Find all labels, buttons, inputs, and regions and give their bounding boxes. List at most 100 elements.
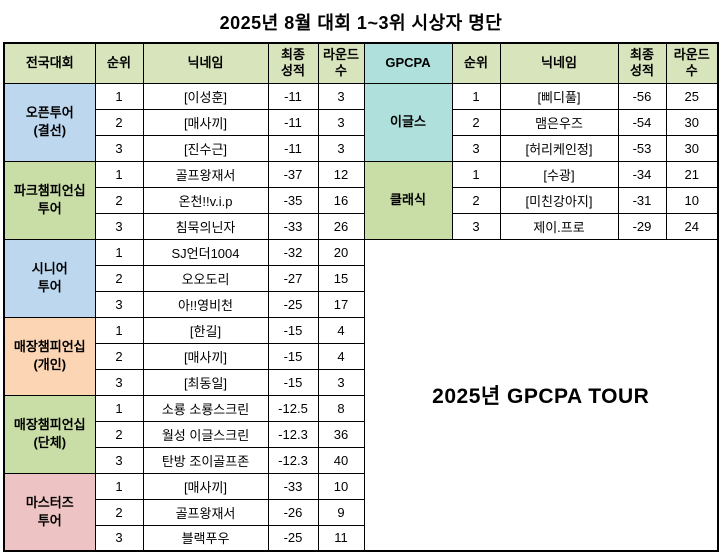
table-row: 3 아!!영비천 -25 17 xyxy=(4,290,718,318)
nickname-cell: [수광] xyxy=(499,160,619,188)
rank-cell: 3 xyxy=(94,524,144,552)
nickname-cell: 온천!!v.i.p xyxy=(142,186,269,214)
gpcpa-tour-banner: 2025년 GPCPA TOUR xyxy=(363,238,719,552)
rounds-cell: 4 xyxy=(317,342,365,370)
rounds-cell: 4 xyxy=(317,316,365,344)
rank-cell: 3 xyxy=(94,290,144,318)
final-score-cell: -33 xyxy=(267,212,319,240)
rounds-cell: 11 xyxy=(317,524,365,552)
rank-cell: 2 xyxy=(451,186,501,214)
rank-cell: 2 xyxy=(94,108,144,136)
final-score-cell: -53 xyxy=(617,134,667,162)
rank-cell: 3 xyxy=(94,446,144,474)
final-score-cell: -11 xyxy=(267,134,319,162)
nickname-cell: 소룡 소룡스크린 xyxy=(142,394,269,422)
header-row: 전국대회 순위 닉네임 최종 성적 라운드 수 GPCPA 순위 닉네임 최종 … xyxy=(3,42,719,84)
group-label: 마스터즈 투어 xyxy=(3,472,96,552)
rounds-cell: 36 xyxy=(317,420,365,448)
rounds-cell: 21 xyxy=(665,160,719,188)
rank-cell: 3 xyxy=(451,134,501,162)
rounds-cell: 12 xyxy=(317,160,365,188)
table-row: 3 탄방 조이골프존 -12.3 40 xyxy=(4,446,718,474)
group-label: 이글스 xyxy=(363,82,453,162)
nickname-cell: 탄방 조이골프존 xyxy=(142,446,269,474)
table-row: 파크챔피언십 투어 1 골프왕재서 -37 12 클래식 1 [수광] -34 21 xyxy=(3,160,719,240)
header-national-tournament: 전국대회 xyxy=(3,42,96,84)
header-rounds-right: 라운드 수 xyxy=(665,42,719,84)
nickname-cell: 골프왕재서 xyxy=(142,160,269,188)
rounds-cell: 20 xyxy=(317,238,365,266)
table-row: 오픈투어 (결선) 1 [이성훈] -11 3 이글스 1 [삐디풀] -56 25 xyxy=(3,82,719,162)
rounds-cell: 24 xyxy=(665,212,719,240)
table-row: 2 골프왕재서 -26 9 xyxy=(4,498,718,526)
final-score-cell: -56 xyxy=(617,82,667,110)
rounds-cell: 3 xyxy=(317,108,365,136)
rank-cell: 2 xyxy=(94,498,144,526)
nickname-cell: [미친강아지] xyxy=(499,186,619,214)
header-rank-left: 순위 xyxy=(94,42,144,84)
rounds-cell: 10 xyxy=(665,186,719,214)
rounds-cell: 10 xyxy=(317,472,365,500)
nickname-cell: [매사끼] xyxy=(142,342,269,370)
rank-cell: 1 xyxy=(94,316,144,344)
nickname-cell: [매사끼] xyxy=(142,108,269,136)
rounds-cell: 3 xyxy=(317,82,365,110)
final-score-cell: -26 xyxy=(267,498,319,526)
final-score-cell: -31 xyxy=(617,186,667,214)
rounds-cell: 3 xyxy=(317,134,365,162)
final-score-cell: -15 xyxy=(267,316,319,344)
table-row: 마스터즈 투어 1 [매사끼] -33 10 xyxy=(3,472,718,552)
group-label: 파크챔피언십 투어 xyxy=(3,160,96,240)
rank-cell: 1 xyxy=(94,238,144,266)
final-score-cell: -15 xyxy=(267,342,319,370)
nickname-cell: 블랙푸우 xyxy=(142,524,269,552)
rounds-cell: 26 xyxy=(317,212,365,240)
nickname-cell: [허리케인정] xyxy=(499,134,619,162)
final-score-cell: -11 xyxy=(267,108,319,136)
nickname-cell: [이성훈] xyxy=(142,82,269,110)
rounds-cell: 25 xyxy=(665,82,719,110)
table-row: 3 블랙푸우 -25 11 xyxy=(4,524,718,552)
nickname-cell: [한길] xyxy=(142,316,269,344)
rank-cell: 2 xyxy=(451,108,501,136)
table-row: 2 온천!!v.i.p -35 16 2 [미친강아지] -31 10 xyxy=(4,186,719,214)
group-label: 시니어 투어 xyxy=(3,238,96,318)
final-score-cell: -12.5 xyxy=(267,394,319,422)
rank-cell: 1 xyxy=(94,394,144,422)
rank-cell: 1 xyxy=(451,82,501,110)
header-final-score-right: 최종 성적 xyxy=(617,42,667,84)
rank-cell: 3 xyxy=(94,134,144,162)
rank-cell: 1 xyxy=(94,82,144,110)
final-score-cell: -11 xyxy=(267,82,319,110)
header-nickname-left: 닉네임 xyxy=(142,42,269,84)
rounds-cell: 15 xyxy=(317,264,365,292)
final-score-cell: -27 xyxy=(267,264,319,292)
rounds-cell: 16 xyxy=(317,186,365,214)
group-label: 매장챔피언십 (개인) xyxy=(3,316,96,396)
table-row: 3 [최동일] -15 3 xyxy=(4,368,718,396)
final-score-cell: -37 xyxy=(267,160,319,188)
final-score-cell: -32 xyxy=(267,238,319,266)
rounds-cell: 40 xyxy=(317,446,365,474)
awards-table: 전국대회 순위 닉네임 최종 성적 라운드 수 GPCPA 순위 닉네임 최종 … xyxy=(3,42,719,552)
table-row: 3 침묵의닌자 -33 26 3 제이.프로 -29 24 xyxy=(4,212,719,240)
page-title: 2025년 8월 대회 1~3위 시상자 명단 xyxy=(219,13,503,33)
table-row: 2 오오도리 -27 15 xyxy=(4,264,718,292)
nickname-cell: [진수근] xyxy=(142,134,269,162)
nickname-cell: [삐디풀] xyxy=(499,82,619,110)
final-score-cell: -25 xyxy=(267,290,319,318)
nickname-cell: 제이.프로 xyxy=(499,212,619,240)
table-row: 매장챔피언십 (단체) 1 소룡 소룡스크린 -12.5 8 xyxy=(3,394,718,474)
nickname-cell: [매사끼] xyxy=(142,472,269,500)
rank-cell: 1 xyxy=(94,160,144,188)
nickname-cell: [최동일] xyxy=(142,368,269,396)
group-label: 오픈투어 (결선) xyxy=(3,82,96,162)
rank-cell: 2 xyxy=(94,186,144,214)
nickname-cell: 아!!영비천 xyxy=(142,290,269,318)
nickname-cell: 월성 이글스크린 xyxy=(142,420,269,448)
rank-cell: 2 xyxy=(94,420,144,448)
rounds-cell: 9 xyxy=(317,498,365,526)
nickname-cell: SJ언더1004 xyxy=(142,238,269,266)
rank-cell: 2 xyxy=(94,342,144,370)
table-row: 3 [진수근] -11 3 3 [허리케인정] -53 30 xyxy=(4,134,719,162)
